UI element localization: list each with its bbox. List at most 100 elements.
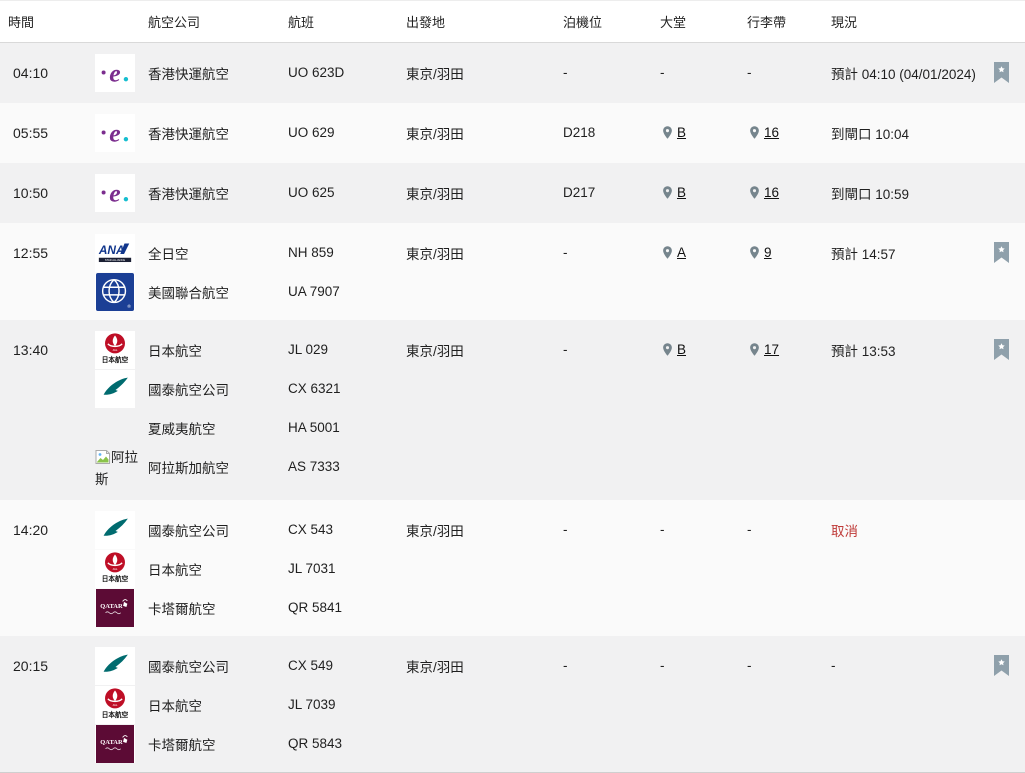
airline-name: 全日空: [148, 246, 189, 262]
flight-number: JL 7031: [288, 561, 336, 576]
flight-numbers-cell: JL 029 CX 6321 HA 5001 AS 7333: [288, 330, 406, 486]
bookmark-cell: [993, 330, 1025, 369]
belt-link[interactable]: 17: [747, 342, 779, 357]
airline-name: 香港快運航空: [148, 186, 229, 202]
airline-logos-cell: e: [95, 113, 148, 152]
svg-text:QATAR: QATAR: [100, 739, 123, 746]
column-header-belt: 行李帶: [747, 15, 787, 30]
origin-cell: 東京/羽田: [406, 186, 464, 202]
belt-cell: -: [747, 510, 831, 549]
flight-number: UO 625: [288, 185, 335, 200]
bookmark-cell: [993, 233, 1025, 272]
bookmark-button[interactable]: [993, 654, 1010, 677]
hall-link[interactable]: A: [660, 245, 686, 260]
hall-cell: B: [660, 330, 747, 369]
hall-cell: B: [660, 113, 747, 152]
hall-value: B: [677, 185, 687, 200]
belt-link[interactable]: 9: [747, 245, 772, 260]
bookmark-button[interactable]: [993, 241, 1010, 264]
status-cell: 取消: [831, 523, 858, 539]
belt-value: -: [747, 522, 752, 537]
time-cell: 04:10: [13, 64, 49, 81]
airline-name: 日本航空: [148, 562, 202, 578]
belt-value: -: [747, 658, 752, 673]
bookmark-button[interactable]: [993, 338, 1010, 361]
bookmark-icon: [994, 241, 1009, 263]
stand-cell: -: [563, 658, 568, 673]
hk-express-logo: e: [95, 173, 135, 212]
flight-row: 05:55 e 香港快運航空 UO 629 東京/羽田 D218 B 16 到閘…: [0, 103, 1025, 163]
airline-name: 日本航空: [148, 698, 202, 714]
airline-names-cell: 香港快運航空: [148, 53, 288, 92]
broken-image-icon: 阿拉斯: [95, 447, 143, 491]
qatar-logo: QATAR: [95, 588, 135, 627]
flight-number: CX 6321: [288, 381, 341, 396]
bookmark-cell: [993, 53, 1025, 92]
flight-number: QR 5843: [288, 736, 343, 751]
belt-cell: 16: [747, 173, 831, 212]
column-header-bookmark-spacer: [993, 1, 1025, 12]
location-pin-icon: [750, 246, 759, 259]
airline-names-cell: 國泰航空公司 日本航空 卡塔爾航空: [148, 510, 288, 627]
airline-logos-cell: JAL 日本航空 QATAR: [95, 646, 148, 763]
belt-value: 16: [764, 185, 780, 200]
hall-link[interactable]: B: [660, 185, 686, 200]
belt-cell: 9: [747, 233, 831, 272]
flight-numbers-cell: CX 543 JL 7031 QR 5841: [288, 510, 406, 627]
bookmark-cell: [993, 173, 1025, 212]
airline-names-cell: 日本航空 國泰航空公司 夏威夷航空 阿拉斯加航空: [148, 330, 288, 486]
time-cell: 05:55: [13, 124, 49, 141]
belt-link[interactable]: 16: [747, 125, 779, 140]
status-cell: 預計 13:53: [831, 343, 896, 359]
flight-number: UO 629: [288, 125, 335, 140]
bookmark-icon: [994, 338, 1009, 360]
flight-number: NH 859: [288, 245, 334, 260]
ana-logo: ANA STAR ALLIANCE: [95, 233, 135, 272]
stand-cell: D217: [563, 185, 596, 200]
location-pin-icon: [663, 186, 672, 199]
jal-logo: JAL 日本航空: [95, 330, 135, 369]
hall-value: -: [660, 522, 665, 537]
bookmark-icon: [994, 654, 1009, 676]
stand-cell: D218: [563, 125, 596, 140]
belt-value: -: [747, 65, 752, 80]
hall-value: -: [660, 65, 665, 80]
belt-link[interactable]: 16: [747, 185, 779, 200]
airline-name: 夏威夷航空: [148, 421, 216, 437]
airline-logos-cell: ANA STAR ALLIANCE ®: [95, 233, 148, 311]
svg-text:日本航空: 日本航空: [102, 709, 129, 718]
svg-text:ANA: ANA: [98, 242, 125, 256]
cathay-logo: [95, 369, 135, 408]
location-pin-icon: [663, 246, 672, 259]
cathay-logo: [95, 646, 135, 685]
status-cell: -: [831, 658, 836, 673]
airline-name: 國泰航空公司: [148, 382, 229, 398]
bookmark-button[interactable]: [993, 61, 1010, 84]
hall-link[interactable]: B: [660, 125, 686, 140]
flight-numbers-cell: UO 623D: [288, 53, 406, 92]
svg-text:日本航空: 日本航空: [102, 573, 129, 582]
united-logo: ®: [95, 272, 135, 311]
flight-row: 20:15 JAL 日本航空 QATAR 國泰航空公司 日本航空 卡塔爾航空 CX 54…: [0, 636, 1025, 773]
hall-cell: -: [660, 646, 747, 685]
airline-name: 美國聯合航空: [148, 285, 229, 301]
airline-name: 國泰航空公司: [148, 659, 229, 675]
time-cell: 10:50: [13, 184, 49, 201]
svg-text:e: e: [109, 178, 120, 207]
flight-numbers-cell: CX 549 JL 7039 QR 5843: [288, 646, 406, 763]
qatar-logo: QATAR: [95, 724, 135, 763]
airline-logos-cell: e: [95, 173, 148, 212]
airline-logos-cell: JAL 日本航空阿拉斯: [95, 330, 148, 491]
jal-logo: JAL 日本航空: [95, 549, 135, 588]
time-cell: 20:15: [13, 657, 49, 674]
svg-text:e: e: [109, 118, 120, 147]
column-header-flight: 航班: [288, 15, 315, 30]
location-pin-icon: [750, 186, 759, 199]
no-logo: [95, 409, 135, 447]
location-pin-icon: [663, 343, 672, 356]
hall-link[interactable]: B: [660, 342, 686, 357]
belt-value: 17: [764, 342, 780, 357]
origin-cell: 東京/羽田: [406, 126, 464, 142]
flight-numbers-cell: UO 629: [288, 113, 406, 152]
